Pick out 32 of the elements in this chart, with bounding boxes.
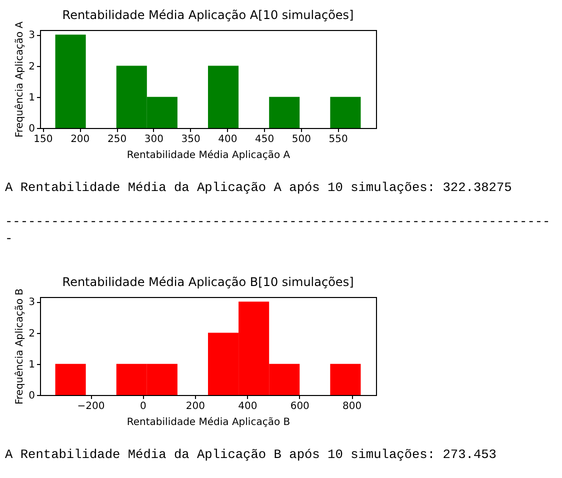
chart-title: Rentabilidade Média Aplicação A[10 simulações] <box>62 8 354 22</box>
text: A Rentabilidade Média da Aplicação B após 10 simulações: 273.453 <box>5 447 496 462</box>
y-tick-label: 0 <box>28 390 35 402</box>
x-tick-label: 550 <box>328 134 348 145</box>
y-axis-title: Frequência Aplicação B <box>14 288 26 404</box>
x-tick-label: 400 <box>218 134 238 145</box>
x-tick-label: 600 <box>290 401 310 412</box>
x-axis-title: Rentabilidade Média Aplicação A <box>126 150 290 161</box>
x-tick-label: 250 <box>107 134 127 145</box>
x-tick-label: 450 <box>255 134 274 145</box>
y-tick-label: 3 <box>28 30 35 42</box>
text: ----------------------------------------------------------------------- - <box>5 214 550 246</box>
x-tick-label: −200 <box>77 401 105 412</box>
y-tick-label: 3 <box>28 297 35 308</box>
x-tick-label: 350 <box>181 134 200 145</box>
x-tick-label: 200 <box>70 134 90 145</box>
text: A Rentabilidade Média da Aplicação A após 10 simulações: 322.38275 <box>5 180 512 195</box>
x-tick-label: 0 <box>140 401 146 412</box>
y-axis-title: Frequência Aplicação A <box>14 21 26 138</box>
y-tick-label: 1 <box>28 359 35 370</box>
x-tick-label: 150 <box>34 134 53 145</box>
x-tick-label: 500 <box>292 134 312 145</box>
y-tick-label: 0 <box>28 124 35 134</box>
y-tick-label: 2 <box>28 328 35 340</box>
chart-title: Rentabilidade Média Aplicação B[10 simulações] <box>62 275 354 290</box>
y-tick-label: 1 <box>28 92 35 104</box>
x-tick-label: 200 <box>186 401 205 412</box>
x-axis-title: Rentabilidade Média Aplicação B <box>126 417 290 428</box>
x-tick-label: 800 <box>342 401 362 412</box>
x-tick-label: 400 <box>238 401 258 412</box>
x-tick-label: 300 <box>144 134 164 145</box>
y-tick-label: 2 <box>28 61 35 72</box>
